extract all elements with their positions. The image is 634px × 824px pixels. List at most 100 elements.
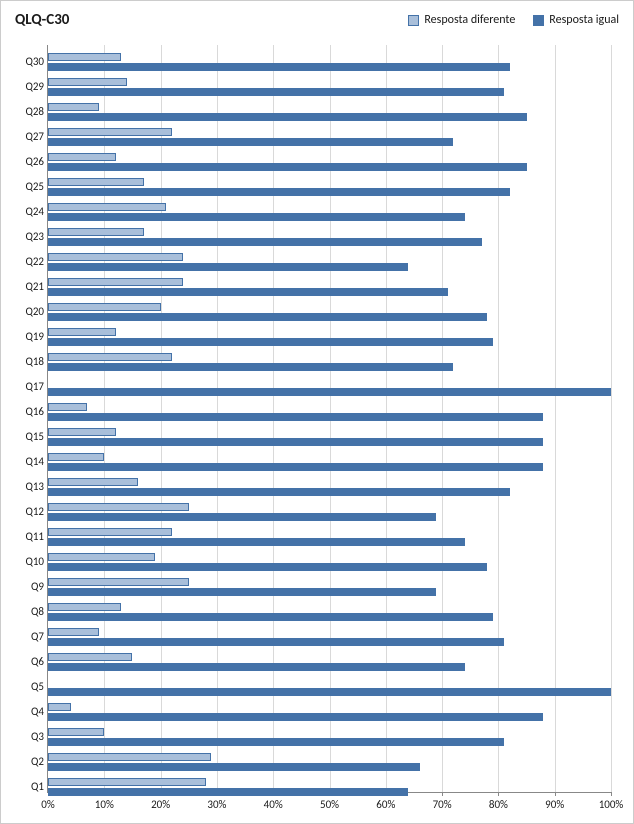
bar-group: Q22 [48,251,611,273]
category-label: Q12 [4,506,44,518]
chart-header: QLQ-C30 Resposta diferente Resposta igua… [1,1,633,41]
bar-igual [48,763,420,771]
bar-igual [48,788,408,796]
category-label: Q21 [4,281,44,293]
bar-group: Q26 [48,151,611,173]
category-label: Q30 [4,56,44,68]
category-label: Q28 [4,106,44,118]
x-tick-label: 30% [207,798,226,811]
bar-group: Q6 [48,651,611,673]
category-label: Q16 [4,406,44,418]
category-label: Q1 [4,781,44,793]
bar-group: Q23 [48,226,611,248]
x-tick-label: 100% [599,798,624,811]
x-tick-label: 0% [41,798,54,811]
category-label: Q3 [4,731,44,743]
bar-diferente [48,228,144,236]
category-label: Q23 [4,231,44,243]
bar-igual [48,313,487,321]
bar-diferente [48,503,189,511]
bar-diferente [48,253,183,261]
bar-group: Q3 [48,726,611,748]
x-tick-label: 70% [433,798,452,811]
bar-group: Q1 [48,776,611,798]
bar-group: Q7 [48,626,611,648]
bar-group: Q25 [48,176,611,198]
bar-diferente [48,428,116,436]
legend-item-diferente: Resposta diferente [408,13,515,27]
category-label: Q27 [4,131,44,143]
bar-igual [48,188,510,196]
category-label: Q20 [4,306,44,318]
bar-igual [48,88,504,96]
bar-igual [48,713,543,721]
bar-diferente [48,553,155,561]
category-label: Q17 [4,381,44,393]
category-label: Q26 [4,156,44,168]
plot-area: 0%10%20%30%40%50%60%70%80%90%100%Q30Q29Q… [47,45,611,793]
bar-igual [48,388,611,396]
bar-group: Q4 [48,701,611,723]
category-label: Q6 [4,656,44,668]
x-tick-label: 90% [545,798,564,811]
legend-label-diferente: Resposta diferente [424,13,515,27]
bar-group: Q9 [48,576,611,598]
bar-group: Q29 [48,76,611,98]
bar-group: Q24 [48,201,611,223]
bar-diferente [48,628,99,636]
x-tick-label: 40% [264,798,283,811]
bar-group: Q15 [48,426,611,448]
bar-igual [48,138,453,146]
bar-group: Q21 [48,276,611,298]
gridline [611,45,612,792]
bar-diferente [48,128,172,136]
bar-igual [48,163,527,171]
bar-igual [48,263,408,271]
category-label: Q15 [4,431,44,443]
bar-diferente [48,403,87,411]
bar-igual [48,113,527,121]
category-label: Q7 [4,631,44,643]
category-label: Q4 [4,706,44,718]
bar-group: Q14 [48,451,611,473]
bar-diferente [48,203,166,211]
category-label: Q22 [4,256,44,268]
bar-diferente [48,53,121,61]
bar-igual [48,238,482,246]
bar-diferente [48,453,104,461]
bar-diferente [48,328,116,336]
x-tick-label: 60% [376,798,395,811]
bar-group: Q13 [48,476,611,498]
legend: Resposta diferente Resposta igual [408,13,619,27]
bar-igual [48,738,504,746]
bar-igual [48,288,448,296]
bar-diferente [48,578,189,586]
bar-group: Q30 [48,51,611,73]
bar-igual [48,613,493,621]
category-label: Q8 [4,606,44,618]
bar-diferente [48,353,172,361]
bar-diferente [48,178,144,186]
x-tick-label: 10% [95,798,114,811]
bar-igual [48,638,504,646]
category-label: Q11 [4,531,44,543]
category-label: Q10 [4,556,44,568]
tick-mark [611,792,612,796]
bar-igual [48,63,510,71]
legend-item-igual: Resposta igual [533,13,619,27]
bar-igual [48,413,543,421]
category-label: Q25 [4,181,44,193]
category-label: Q18 [4,356,44,368]
category-label: Q19 [4,331,44,343]
bar-diferente [48,478,138,486]
bar-igual [48,688,611,696]
bar-diferente [48,103,99,111]
bar-group: Q18 [48,351,611,373]
category-label: Q5 [4,681,44,693]
legend-swatch-igual [533,15,544,26]
chart-container: QLQ-C30 Resposta diferente Resposta igua… [0,0,634,824]
bar-group: Q17 [48,376,611,398]
bar-diferente [48,603,121,611]
x-tick-label: 50% [320,798,339,811]
bar-group: Q28 [48,101,611,123]
